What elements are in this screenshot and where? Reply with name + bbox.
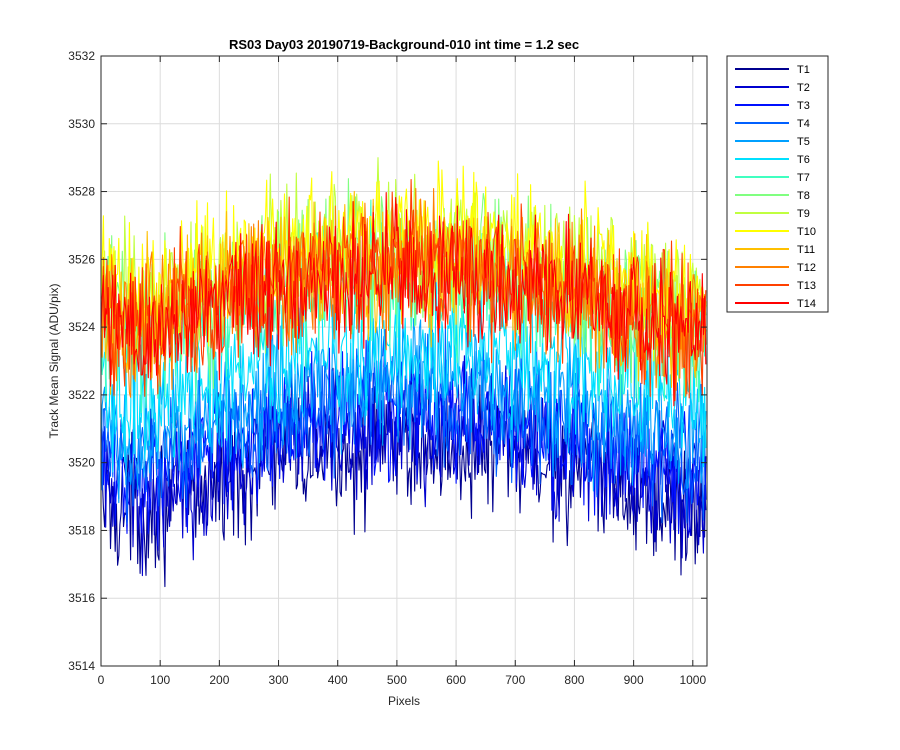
x-axis-label: Pixels xyxy=(388,694,420,708)
series-line-t14 xyxy=(100,192,707,407)
x-tick-label: 600 xyxy=(446,673,466,687)
y-tick-label: 3524 xyxy=(68,320,95,334)
y-axis-label: Track Mean Signal (ADU/pix) xyxy=(47,284,61,439)
y-tick-label: 3528 xyxy=(68,185,95,199)
legend-label: T5 xyxy=(797,136,810,148)
x-tick-label: 1000 xyxy=(679,673,706,687)
x-tick-label: 200 xyxy=(209,673,229,687)
legend-label: T7 xyxy=(797,172,810,184)
x-tick-label: 700 xyxy=(505,673,525,687)
legend-label: T6 xyxy=(797,154,810,166)
legend: T1 T2 T3 T4 T5 T6 T7 T8 T9 T10 T11 T12 T13 T14 xyxy=(726,55,829,313)
x-tick-label: 0 xyxy=(98,673,105,687)
y-tick-label: 3522 xyxy=(68,388,95,402)
series-line-t2 xyxy=(100,346,707,577)
legend-label: T2 xyxy=(797,82,810,94)
x-tick-label: 300 xyxy=(269,673,289,687)
legend-box xyxy=(726,55,829,313)
legend-label: T10 xyxy=(797,226,816,238)
legend-label: T14 xyxy=(797,298,816,310)
y-tick-label: 3520 xyxy=(68,456,95,470)
x-tick-label: 500 xyxy=(387,673,407,687)
x-tick-label: 800 xyxy=(564,673,584,687)
x-tick-label: 400 xyxy=(328,673,348,687)
y-tick-label: 3530 xyxy=(68,117,95,131)
y-tick-label: 3532 xyxy=(68,49,95,63)
legend-label: T8 xyxy=(797,190,810,202)
series-layer xyxy=(100,157,707,588)
series-line-t6 xyxy=(100,269,707,473)
legend-label: T1 xyxy=(797,64,810,76)
legend-label: T13 xyxy=(797,280,816,292)
legend-label: T9 xyxy=(797,208,810,220)
y-tick-label: 3516 xyxy=(68,591,95,605)
y-tick-label: 3514 xyxy=(68,659,95,673)
x-tick-label: 900 xyxy=(624,673,644,687)
legend-label: T12 xyxy=(797,262,816,274)
y-tick-label: 3526 xyxy=(68,252,95,266)
x-tick-label: 100 xyxy=(150,673,170,687)
series-line-t4 xyxy=(100,322,707,525)
axis-ticks: 0 100 200 300 400 500 600 700 800 900 1000 3514 3516… xyxy=(68,49,707,687)
chart-title: RS03 Day03 20190719-Background-010 int t… xyxy=(229,37,579,52)
legend-label: T4 xyxy=(797,118,810,130)
legend-label: T11 xyxy=(797,244,815,256)
y-tick-label: 3518 xyxy=(68,523,95,537)
legend-label: T3 xyxy=(797,100,810,112)
plot-frame xyxy=(100,55,708,667)
